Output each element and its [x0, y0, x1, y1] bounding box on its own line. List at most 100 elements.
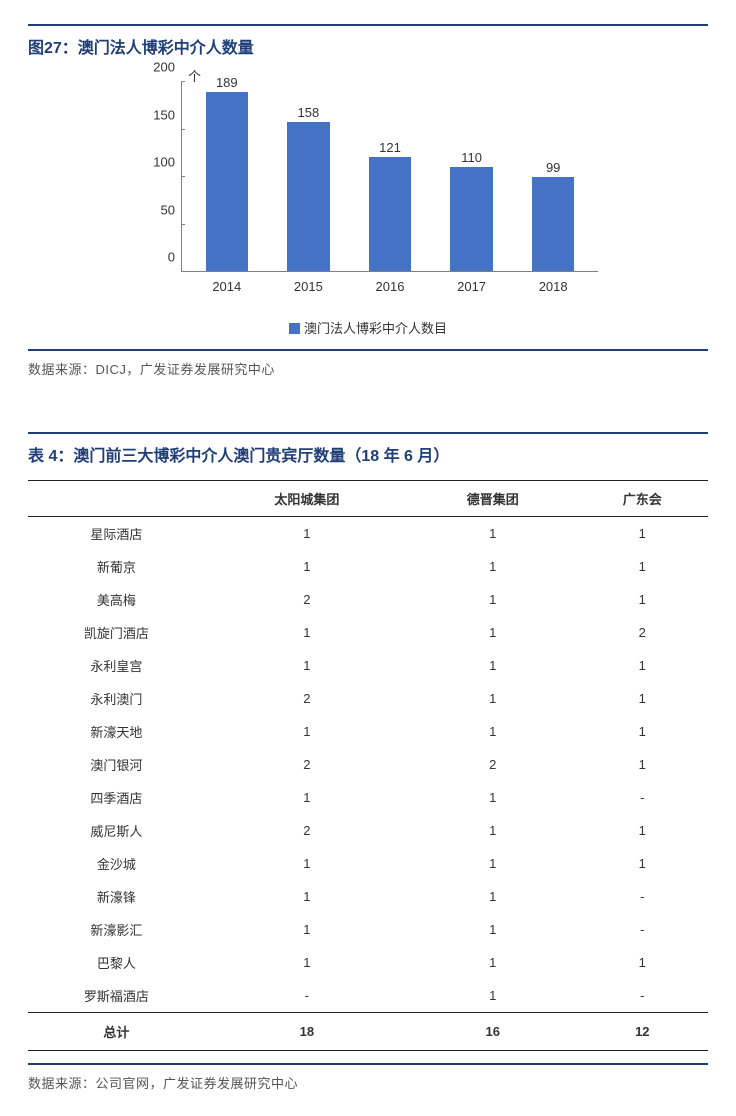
plot-area: 189158 121 110 99 — [182, 82, 598, 272]
table-row: 新濠天地111 — [28, 715, 708, 748]
table-cell: - — [577, 880, 708, 913]
table-row: 澳门银河221 — [28, 748, 708, 781]
table-cell: 威尼斯人 — [28, 814, 205, 847]
table-cell: 新濠天地 — [28, 715, 205, 748]
table-header-cell: 太阳城集团 — [205, 481, 409, 517]
y-tick-label: 100 — [153, 155, 175, 170]
table-cell: 金沙城 — [28, 847, 205, 880]
table-cell: 1 — [205, 880, 409, 913]
table-cell: - — [205, 979, 409, 1013]
x-axis-labels: 20142015201620172018 — [182, 279, 598, 294]
table-cell: 1 — [205, 649, 409, 682]
table-row: 巴黎人111 — [28, 946, 708, 979]
table-row: 威尼斯人211 — [28, 814, 708, 847]
table-cell: 1 — [577, 946, 708, 979]
y-tick-label: 0 — [168, 250, 175, 265]
table-cell: - — [577, 913, 708, 946]
table-cell: 新葡京 — [28, 550, 205, 583]
table-cell: 四季酒店 — [28, 781, 205, 814]
bar-value-label: 189 — [216, 75, 238, 90]
table-title: 表 4：澳门前三大博彩中介人澳门贵宾厅数量（18 年 6 月） — [28, 432, 708, 466]
bar-group: 121 — [353, 82, 426, 271]
table-cell: 巴黎人 — [28, 946, 205, 979]
table-row: 金沙城111 — [28, 847, 708, 880]
table-cell: 1 — [409, 979, 577, 1013]
table-cell: 新濠锋 — [28, 880, 205, 913]
table-cell: 1 — [409, 814, 577, 847]
bar — [206, 92, 249, 271]
table-row: 新濠影汇11- — [28, 913, 708, 946]
table-cell: 永利皇宫 — [28, 649, 205, 682]
table-cell: 1 — [577, 550, 708, 583]
table-cell: 2 — [409, 748, 577, 781]
table-total-cell: 16 — [409, 1013, 577, 1051]
table-cell: 1 — [577, 748, 708, 781]
table-cell: 1 — [577, 649, 708, 682]
table-cell: 星际酒店 — [28, 517, 205, 551]
table-cell: 1 — [409, 946, 577, 979]
table-cell: 1 — [409, 682, 577, 715]
table-cell: 1 — [577, 517, 708, 551]
table-row: 永利皇宫111 — [28, 649, 708, 682]
bar — [532, 177, 575, 271]
bar-value-label: 121 — [379, 140, 401, 155]
table-cell: 2 — [205, 748, 409, 781]
table-cell: 1 — [577, 583, 708, 616]
bar-group: 189 — [190, 82, 263, 271]
x-tick-label: 2016 — [353, 279, 426, 294]
table-cell: 永利澳门 — [28, 682, 205, 715]
legend-label: 澳门法人博彩中介人数目 — [304, 321, 447, 336]
table-cell: 1 — [577, 715, 708, 748]
table-header-cell: 德晋集团 — [409, 481, 577, 517]
table-row: 罗斯福酒店-1- — [28, 979, 708, 1013]
table-cell: 罗斯福酒店 — [28, 979, 205, 1013]
figure-source: 数据来源：DICJ，广发证券发展研究中心 — [28, 349, 708, 378]
table-row: 凯旋门酒店112 — [28, 616, 708, 649]
table-cell: 2 — [205, 583, 409, 616]
table-cell: 1 — [205, 781, 409, 814]
table-cell: 美高梅 — [28, 583, 205, 616]
table-cell: 1 — [205, 550, 409, 583]
table-total-label: 总计 — [28, 1013, 205, 1051]
table-row: 四季酒店11- — [28, 781, 708, 814]
bar-value-label: 99 — [546, 160, 560, 175]
table-cell: 凯旋门酒店 — [28, 616, 205, 649]
x-tick-label: 2017 — [435, 279, 508, 294]
table-cell: 2 — [205, 814, 409, 847]
table-total-row: 总计181612 — [28, 1013, 708, 1051]
table-cell: 1 — [409, 517, 577, 551]
table-cell: 1 — [577, 814, 708, 847]
y-tick-label: 50 — [161, 202, 175, 217]
table-cell: - — [577, 979, 708, 1013]
table-cell: 2 — [205, 682, 409, 715]
table-cell: 1 — [409, 616, 577, 649]
bar-group: 110 — [435, 82, 508, 271]
table-cell: 1 — [205, 946, 409, 979]
table-cell: 1 — [577, 847, 708, 880]
bar — [369, 157, 412, 271]
y-axis: 050100150200 — [128, 82, 182, 272]
table-cell: 1 — [577, 682, 708, 715]
chart-container: 个 050100150200 18915812111099 2014201520… — [28, 72, 708, 312]
data-table: 太阳城集团德晋集团广东会 星际酒店111新葡京111美高梅211凯旋门酒店112… — [28, 480, 708, 1051]
bar — [287, 122, 330, 271]
table-cell: - — [577, 781, 708, 814]
table-cell: 1 — [205, 517, 409, 551]
y-tick-label: 200 — [153, 60, 175, 75]
table-cell: 澳门银河 — [28, 748, 205, 781]
table-cell: 1 — [409, 880, 577, 913]
figure-title: 图27：澳门法人博彩中介人数量 — [28, 24, 708, 58]
table-cell: 1 — [205, 913, 409, 946]
table-cell: 1 — [409, 913, 577, 946]
bar-group: 158 — [272, 82, 345, 271]
table-cell: 2 — [577, 616, 708, 649]
table-row: 新葡京111 — [28, 550, 708, 583]
table-row: 新濠锋11- — [28, 880, 708, 913]
table-cell: 1 — [205, 847, 409, 880]
table-header-cell — [28, 481, 205, 517]
table-cell: 新濠影汇 — [28, 913, 205, 946]
y-tick-label: 150 — [153, 107, 175, 122]
table-total-cell: 18 — [205, 1013, 409, 1051]
table-row: 星际酒店111 — [28, 517, 708, 551]
table-row: 永利澳门211 — [28, 682, 708, 715]
